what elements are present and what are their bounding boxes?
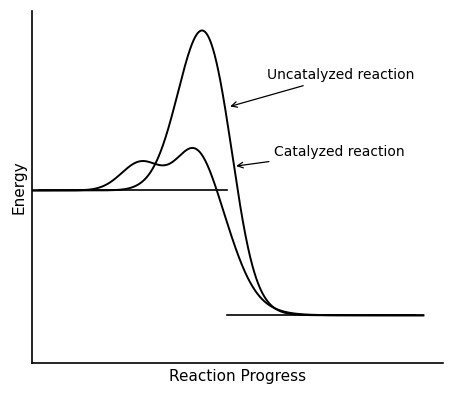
X-axis label: Reaction Progress: Reaction Progress bbox=[169, 369, 306, 384]
Text: Uncatalyzed reaction: Uncatalyzed reaction bbox=[232, 68, 414, 107]
Text: Catalyzed reaction: Catalyzed reaction bbox=[237, 145, 405, 168]
Y-axis label: Energy: Energy bbox=[11, 160, 26, 214]
